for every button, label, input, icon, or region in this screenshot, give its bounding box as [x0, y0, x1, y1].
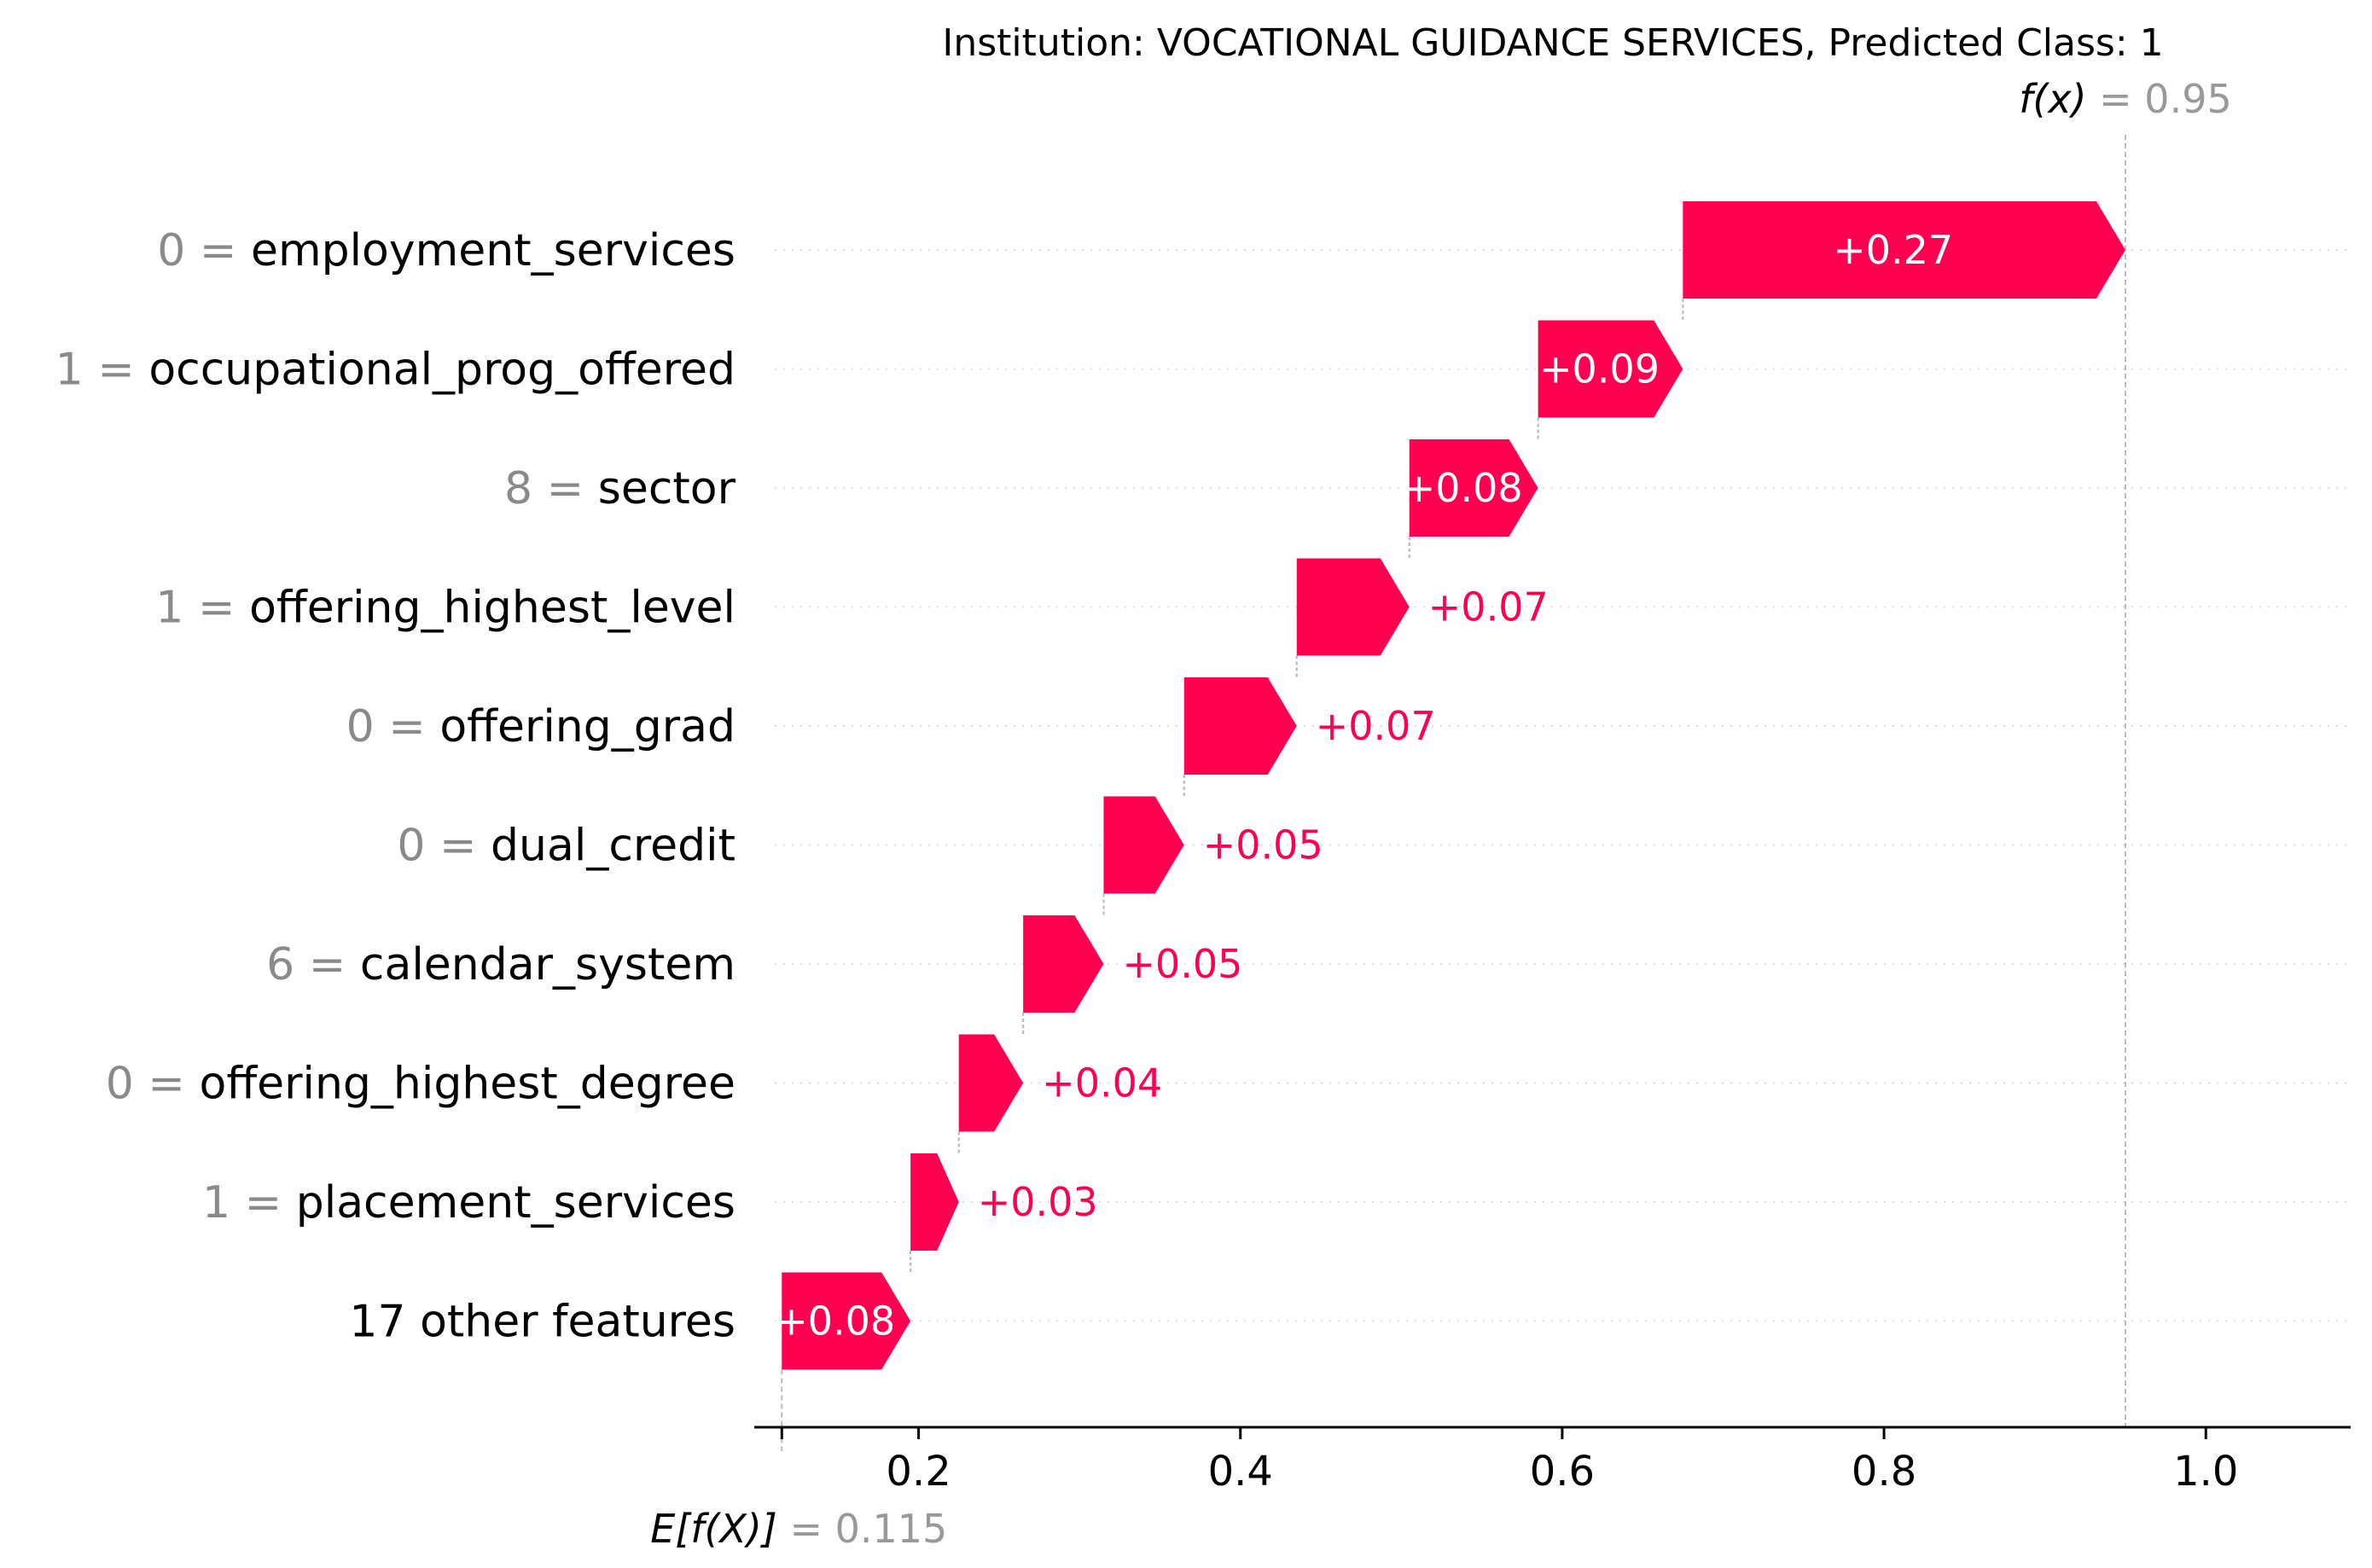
x-tick-label: 0.8 [1852, 1448, 1916, 1495]
output-value-label: f(x) = 0.95 [2019, 76, 2232, 122]
feature-value: 0 = [346, 701, 440, 752]
contribution-bar [1296, 558, 1410, 656]
feature-value: 0 = [157, 225, 251, 276]
feature-label: 8 = sector [504, 463, 736, 514]
contribution-label: +0.03 [978, 1179, 1098, 1225]
feature-name: sector [598, 463, 736, 514]
feature-name: placement_services [296, 1177, 735, 1228]
contribution-label: +0.08 [775, 1298, 895, 1344]
feature-value: 0 = [106, 1059, 200, 1110]
x-tick-label: 1.0 [2173, 1448, 2238, 1495]
contribution-label: +0.07 [1316, 703, 1436, 749]
contribution-label: +0.08 [1403, 465, 1523, 511]
feature-label: 0 = offering_grad [346, 701, 735, 752]
contribution-label: +0.09 [1539, 346, 1660, 392]
feature-label: 0 = employment_services [157, 225, 735, 276]
contribution-label: +0.27 [1833, 227, 1953, 273]
feature-label: 1 = placement_services [202, 1177, 735, 1228]
feature-name: 17 other features [349, 1297, 735, 1348]
feature-labels: 0 = employment_services 1 = occupational_… [55, 225, 736, 1348]
feature-name: dual_credit [491, 821, 735, 872]
feature-value: 8 = [504, 463, 598, 514]
contribution-bar [1409, 439, 1538, 537]
chart-title: Institution: VOCATIONAL GUIDANCE SERVICE… [942, 21, 2163, 65]
feature-label: 1 = occupational_prog_offered [55, 345, 735, 396]
x-axis: 0.2 0.4 0.6 0.8 1.0 f(x) = 0.95 E[f(X)] = 0.11… [650, 76, 2351, 1552]
feature-name: employment_services [251, 225, 735, 276]
x-tick-label: 0.6 [1530, 1448, 1595, 1495]
feature-name: calendar_system [360, 939, 735, 990]
x-tick-label: 0.4 [1208, 1448, 1273, 1495]
contribution-bar [958, 1034, 1024, 1132]
contribution-bar [910, 1153, 959, 1251]
feature-name: offering_grad [439, 701, 735, 752]
x-tick-label: 0.2 [886, 1448, 951, 1495]
contribution-label: +0.05 [1203, 822, 1323, 868]
feature-value: 0 = [397, 821, 491, 872]
feature-value: 1 = [202, 1177, 296, 1228]
feature-value: 1 = [55, 345, 149, 396]
feature-label: 17 other features [349, 1297, 735, 1348]
feature-value: 6 = [266, 939, 360, 990]
contribution-bar [1683, 201, 2125, 299]
feature-label: 0 = dual_credit [397, 821, 735, 872]
feature-name: occupational_prog_offered [148, 345, 735, 396]
contribution-bar [1183, 677, 1297, 775]
feature-label: 1 = offering_highest_level [155, 583, 735, 634]
contribution-label: +0.04 [1042, 1060, 1162, 1106]
contribution-label: +0.07 [1428, 584, 1549, 630]
feature-label: 6 = calendar_system [266, 939, 735, 990]
contribution-bar [1103, 796, 1184, 894]
contribution-label: +0.05 [1122, 941, 1242, 987]
base-value-label: E[f(X)] = 0.115 [650, 1506, 947, 1552]
contribution-bar [1023, 915, 1104, 1013]
contribution-bar [1538, 320, 1683, 418]
feature-label: 0 = offering_highest_degree [106, 1059, 735, 1110]
contribution-bar [782, 1272, 911, 1370]
feature-name: offering_highest_degree [200, 1059, 736, 1110]
feature-name: offering_highest_level [249, 583, 735, 634]
connector-lines [781, 135, 2126, 1451]
feature-value: 1 = [155, 583, 249, 634]
contribution-bars: +0.27 +0.09 +0.08 +0.07 +0.07 +0.05 +0.05 +0.04… [775, 201, 2125, 1370]
